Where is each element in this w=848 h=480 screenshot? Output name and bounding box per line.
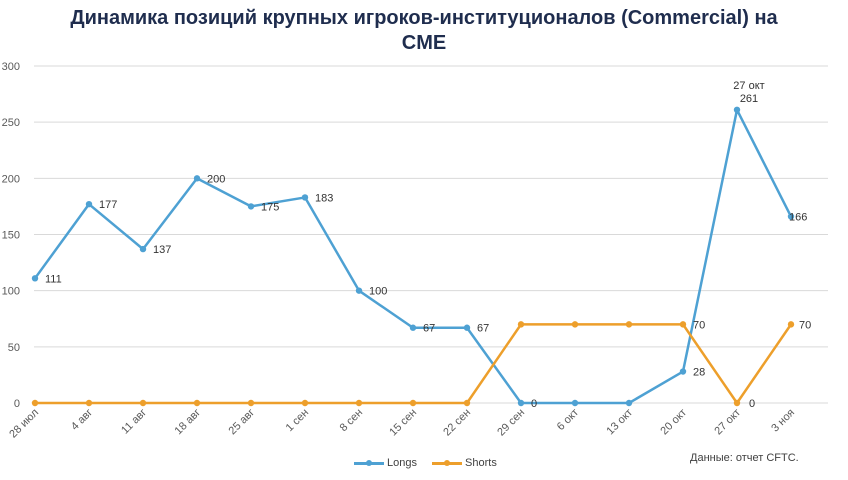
data-label-longs: 100 (369, 286, 387, 298)
data-point-longs (85, 200, 93, 208)
x-tick-label: 3 ноя (769, 407, 797, 435)
legend-swatch-longs (354, 458, 384, 468)
chart-title-line-2: CME (401, 32, 447, 54)
data-point-longs (139, 245, 147, 253)
data-point-shorts (31, 399, 39, 407)
data-label-longs: 166 (789, 212, 807, 224)
data-point-shorts (625, 321, 633, 328)
y-tick-label: 50 (8, 342, 20, 354)
x-tick-label: 1 сен (284, 407, 311, 434)
legend-label-longs: Longs (387, 457, 417, 469)
data-label-longs: 137 (153, 244, 171, 256)
y-tick-label: 250 (2, 117, 20, 129)
source-note: Данные: отчет CFTC. (690, 452, 799, 464)
data-label-longs: 175 (261, 201, 279, 213)
legend-item-longs: Longs (354, 457, 417, 469)
y-tick-label: 200 (2, 173, 20, 185)
data-point-longs (679, 368, 687, 375)
data-label-shorts: 0 (749, 398, 755, 410)
legend-swatch-shorts (432, 458, 463, 468)
data-point-shorts (139, 399, 147, 407)
data-point-longs (193, 175, 201, 182)
data-label-shorts: 70 (799, 319, 811, 331)
x-tick-label: 15 сен (387, 407, 419, 439)
x-tick-label: 13 окт (604, 407, 635, 438)
data-label-shorts: 70 (693, 319, 705, 331)
data-point-shorts (463, 399, 471, 407)
data-point-shorts (193, 399, 201, 407)
data-label-longs: 67 (477, 323, 489, 335)
x-tick-label: 11 авг (119, 407, 149, 437)
series-line-longs (33, 108, 793, 405)
data-point-longs (463, 324, 471, 331)
data-point-shorts (787, 321, 795, 328)
data-label-longs: 183 (315, 192, 333, 204)
data-point-shorts (679, 321, 687, 328)
data-point-shorts (85, 399, 93, 407)
x-tick-label: 25 авг (227, 407, 258, 438)
data-label-longs: 261 (740, 93, 758, 105)
legend-item-shorts: Shorts (432, 457, 497, 469)
data-point-longs (355, 287, 363, 294)
x-tick-label: 27 окт (712, 407, 743, 438)
data-point-shorts (571, 321, 579, 328)
data-point-shorts (247, 399, 255, 407)
data-label-longs: 177 (99, 199, 117, 211)
x-tick-label: 8 сен (338, 407, 365, 434)
data-label-longs: 28 (693, 367, 705, 379)
data-label-longs: 0 (531, 398, 537, 410)
x-tick-label: 22 сен (441, 407, 473, 439)
x-tick-label: 18 авг (173, 407, 204, 438)
data-point-shorts (301, 399, 309, 407)
legend-label-shorts: Shorts (465, 457, 497, 469)
x-tick-label: 28 июл (7, 407, 41, 441)
annotation-label: 27 окт (733, 80, 764, 92)
data-point-shorts (409, 399, 417, 407)
data-point-longs (787, 213, 795, 220)
chart-title: Динамика позиций крупных игроков-институ… (0, 6, 848, 56)
data-point-shorts (517, 321, 525, 328)
x-tick-label: 4 авг (69, 407, 95, 433)
data-point-longs (247, 203, 255, 210)
data-label-longs: 200 (207, 173, 225, 185)
chart-legend: Longs Shorts (354, 457, 509, 471)
chart-title-line-1: Динамика позиций крупных игроков-институ… (70, 7, 778, 29)
data-point-longs (31, 275, 39, 282)
data-point-longs (733, 106, 741, 114)
data-point-longs (301, 194, 309, 201)
y-tick-label: 100 (2, 286, 20, 298)
data-point-shorts (355, 399, 363, 407)
data-point-longs (625, 399, 633, 407)
data-point-longs (409, 324, 417, 331)
data-point-longs (517, 399, 525, 407)
series-line-shorts (35, 323, 793, 405)
y-tick-label: 300 (2, 61, 20, 73)
x-tick-label: 29 сен (495, 407, 527, 439)
x-tick-label: 6 окт (555, 407, 581, 433)
x-tick-label: 20 окт (658, 407, 689, 438)
y-tick-label: 0 (14, 398, 20, 410)
data-point-shorts (733, 399, 741, 407)
data-label-longs: 111 (45, 273, 62, 285)
data-point-longs (571, 399, 579, 407)
y-tick-label: 150 (2, 230, 20, 242)
data-label-longs: 67 (423, 323, 435, 335)
